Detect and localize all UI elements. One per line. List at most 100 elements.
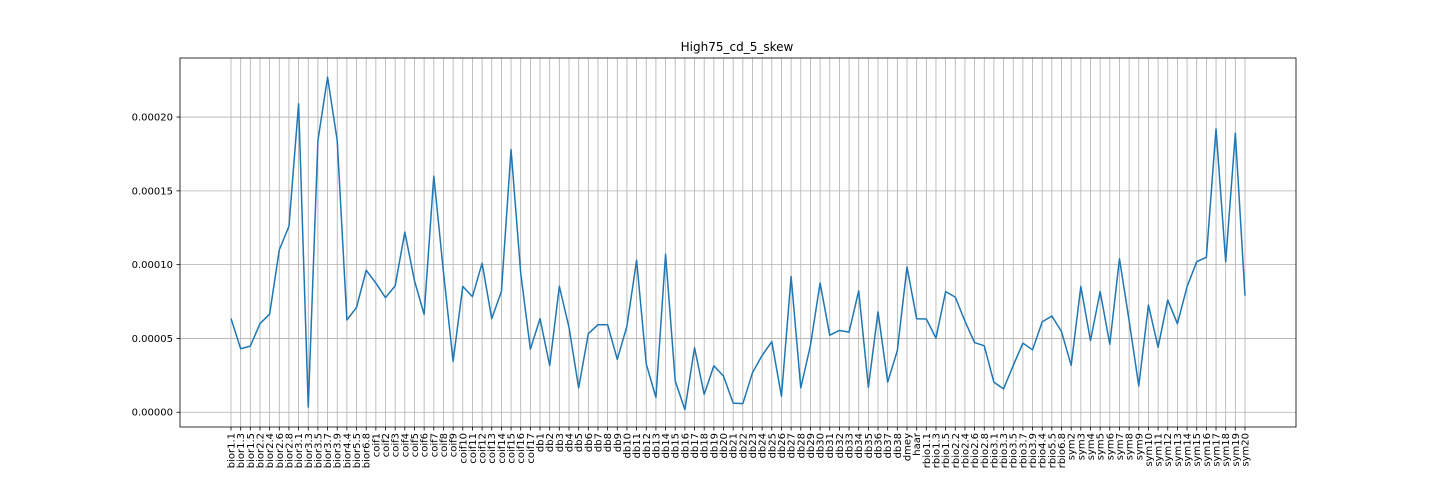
x-tick-label: coif4	[400, 433, 411, 457]
x-tick-label: db14	[661, 433, 672, 458]
x-tick-label: coif13	[487, 433, 498, 464]
x-tick-label: rbio2.2	[951, 433, 962, 468]
x-tick-label: rbio1.5	[941, 433, 952, 468]
x-tick-label: db25	[767, 433, 778, 458]
x-tick-label: coif10	[458, 433, 469, 464]
x-tick-label: coif14	[497, 433, 508, 464]
x-tick-label: coif3	[391, 433, 402, 457]
x-tick-label: db4	[565, 433, 576, 452]
x-tick-label: db38	[893, 433, 904, 458]
x-tick-label: sym9	[1134, 433, 1145, 460]
x-tick-label: bior1.5	[246, 433, 257, 468]
x-tick-label: db7	[593, 433, 604, 452]
x-tick-label: coif2	[381, 433, 392, 457]
x-tick-label: db19	[709, 433, 720, 458]
x-tick-label: db24	[758, 433, 769, 458]
x-tick-label: sym2	[1067, 433, 1078, 460]
data-series	[230, 76, 1246, 411]
x-tick-label: rbio3.3	[999, 433, 1010, 468]
x-tick-label: db3	[555, 433, 566, 452]
y-tick-label: 0.00015	[132, 186, 173, 197]
x-tick-label: rbio2.4	[960, 433, 971, 468]
x-tick-label: sym16	[1202, 433, 1213, 467]
x-tick-label: db12	[642, 433, 653, 458]
x-tick-label: db32	[835, 433, 846, 458]
x-tick-label: bior3.7	[323, 433, 334, 468]
x-tick-label: rbio4.4	[1038, 433, 1049, 468]
x-tick-label: bior2.2	[255, 433, 266, 468]
x-tick-label: coif9	[449, 433, 460, 457]
x-tick-label: db16	[680, 433, 691, 458]
x-tick-label: db27	[787, 433, 798, 458]
y-axis-ticks: 0.00000 0.00005 0.00010 0.00015 0.00020	[132, 113, 180, 419]
x-tick-label: bior1.3	[236, 433, 247, 468]
x-tick-label: coif17	[526, 433, 537, 464]
y-tick-label: 0.00020	[132, 113, 173, 124]
x-tick-label: db33	[845, 433, 856, 458]
x-tick-label: rbio1.3	[931, 433, 942, 468]
x-tick-label: db13	[651, 433, 662, 458]
x-tick-label: db20	[719, 433, 730, 458]
x-tick-label: bior1.1	[227, 433, 238, 468]
x-tick-label: db6	[584, 433, 595, 452]
x-tick-label: bior4.4	[342, 433, 353, 468]
x-tick-label: sym7	[1115, 433, 1126, 460]
x-tick-label: db35	[864, 433, 875, 458]
y-tick-label: 0.00000	[132, 408, 173, 419]
x-tick-label: db26	[777, 433, 788, 458]
x-tick-label: sym14	[1183, 433, 1194, 467]
series-line	[230, 76, 1246, 411]
x-tick-label: coif12	[478, 433, 489, 464]
x-tick-label: coif7	[429, 433, 440, 457]
x-tick-label: sym10	[1144, 433, 1155, 467]
x-tick-label: sym12	[1163, 433, 1174, 467]
x-tick-label: bior3.3	[304, 433, 315, 468]
x-tick-label: db30	[816, 433, 827, 458]
x-tick-label: rbio6.8	[1057, 433, 1068, 468]
x-tick-label: sym6	[1105, 433, 1116, 460]
x-tick-label: sym11	[1154, 433, 1165, 467]
x-tick-label: db36	[874, 433, 885, 458]
x-tick-label: bior5.5	[352, 433, 363, 468]
x-tick-label: sym17	[1212, 433, 1223, 467]
x-tick-label: coif15	[507, 433, 518, 464]
y-tick-label: 0.00010	[132, 260, 173, 271]
x-tick-label: db23	[748, 433, 759, 458]
x-tick-label: db10	[622, 433, 633, 458]
x-tick-label: db31	[825, 433, 836, 458]
x-tick-label: rbio2.8	[980, 433, 991, 468]
x-tick-label: coif1	[371, 433, 382, 457]
x-tick-label: sym20	[1241, 433, 1252, 467]
x-tick-label: db22	[738, 433, 749, 458]
x-tick-label: bior3.1	[294, 433, 305, 468]
x-tick-label: db29	[806, 433, 817, 458]
x-tick-label: dmey	[903, 433, 914, 461]
x-tick-label: db1	[536, 433, 547, 452]
x-tick-label: coif8	[439, 433, 450, 457]
x-tick-label: db17	[690, 433, 701, 458]
x-tick-label: db5	[574, 433, 585, 452]
x-tick-label: rbio1.1	[922, 433, 933, 468]
x-tick-label: coif16	[516, 433, 527, 464]
x-tick-label: bior2.4	[265, 433, 276, 468]
x-tick-label: db34	[854, 433, 865, 458]
x-tick-label: sym5	[1096, 433, 1107, 460]
x-tick-label: db18	[700, 433, 711, 458]
x-tick-label: rbio3.1	[989, 433, 1000, 468]
x-tick-label: db8	[603, 433, 614, 452]
x-tick-label: bior6.8	[362, 433, 373, 468]
x-tick-label: bior3.9	[333, 433, 344, 468]
x-tick-label: coif5	[410, 433, 421, 457]
x-tick-label: rbio3.7	[1018, 433, 1029, 468]
plot-frame	[179, 57, 1297, 428]
y-tick-label: 0.00005	[132, 334, 173, 345]
x-tick-label: sym4	[1086, 433, 1097, 460]
x-tick-label: coif11	[468, 433, 479, 464]
x-tick-label: haar	[912, 432, 923, 456]
x-tick-label: bior3.5	[313, 433, 324, 468]
grid-lines	[180, 58, 1296, 427]
x-tick-label: sym13	[1173, 433, 1184, 467]
x-tick-label: db21	[729, 433, 740, 458]
x-tick-label: rbio3.5	[1009, 433, 1020, 468]
